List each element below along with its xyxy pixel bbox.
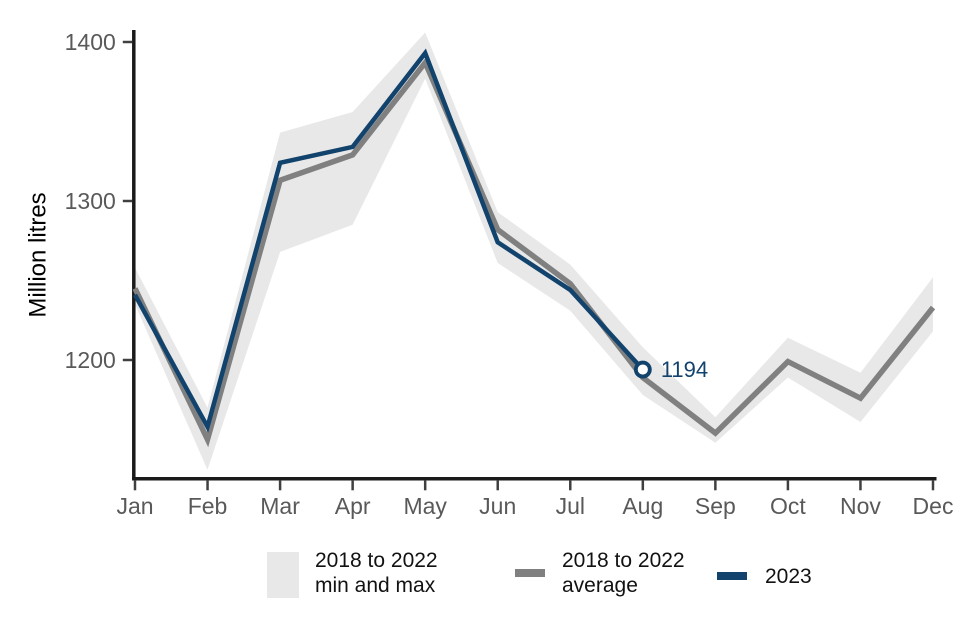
plot-area: 1200 1300 1400 Jan Feb Mar Apr May Jun Jul Aug Sep O… bbox=[65, 29, 954, 519]
x-tick-label: Jun bbox=[479, 493, 516, 519]
x-tick-label: May bbox=[403, 493, 447, 519]
x-tick-label: Dec bbox=[913, 493, 954, 519]
y-tick-label: 1300 bbox=[65, 188, 116, 214]
x-tick-label: Feb bbox=[188, 493, 228, 519]
line-2023 bbox=[133, 48, 645, 433]
endpoint-marker bbox=[633, 360, 652, 379]
y-axis-title: Million litres bbox=[25, 192, 52, 317]
average-line bbox=[132, 57, 936, 448]
endpoint-label: 1194 bbox=[661, 357, 708, 382]
min-max-band bbox=[135, 32, 933, 470]
y-tick-label: 1200 bbox=[65, 347, 116, 373]
x-tick-label: Sep bbox=[695, 493, 736, 519]
y-tick-label: 1400 bbox=[65, 29, 116, 55]
x-tick-label: Oct bbox=[770, 493, 806, 519]
x-tick-label: Aug bbox=[622, 493, 663, 519]
x-tick-label: Mar bbox=[260, 493, 300, 519]
x-tick-label: Jul bbox=[556, 493, 585, 519]
x-tick-label: Apr bbox=[335, 493, 371, 519]
x-tick-label: Nov bbox=[840, 493, 881, 519]
x-tick-label: Jan bbox=[116, 493, 153, 519]
